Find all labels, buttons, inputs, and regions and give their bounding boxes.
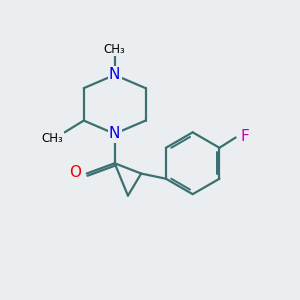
- Text: F: F: [240, 128, 249, 143]
- Text: CH₃: CH₃: [41, 132, 63, 145]
- Text: CH₃: CH₃: [104, 43, 125, 56]
- Text: N: N: [109, 126, 120, 141]
- Text: N: N: [109, 68, 120, 82]
- Text: O: O: [69, 166, 81, 181]
